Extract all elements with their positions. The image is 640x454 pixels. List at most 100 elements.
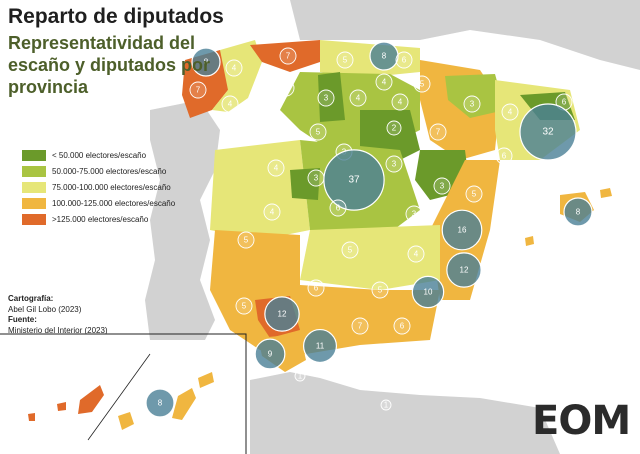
seat-bubble: 4	[267, 159, 285, 177]
seat-bubble-circle	[277, 79, 295, 97]
seat-bubble-label: 8	[382, 52, 387, 61]
seat-bubble-label: 12	[460, 266, 469, 275]
seat-bubble-label: 4	[508, 108, 513, 117]
region-extremadura	[210, 230, 300, 300]
seat-bubble: 6	[495, 147, 513, 165]
legend-label: 50.000-75.000 electores/escaño	[52, 166, 167, 176]
seat-bubble: 10	[411, 275, 445, 309]
seat-bubble: 12	[264, 296, 300, 332]
seat-bubble-circle	[336, 51, 354, 69]
seat-bubble-circle	[463, 95, 481, 113]
cartography-value: Abel Gil Lobo (2023)	[8, 304, 82, 314]
legend-item: 100.000-125.000 electores/escaño	[22, 196, 175, 210]
seat-bubble: 5	[237, 231, 255, 249]
seat-bubble-label: 8	[158, 399, 163, 408]
canary-islands-east	[118, 372, 214, 430]
seat-bubble-circle	[441, 209, 483, 251]
seat-bubble-label: 3	[440, 182, 445, 191]
legend-swatch	[22, 149, 46, 161]
seat-bubble-label: 5	[378, 286, 383, 295]
region-avila-dark	[290, 168, 320, 200]
france-land	[290, 0, 640, 70]
seat-bubble-circle	[237, 231, 255, 249]
seat-bubble-circle	[189, 81, 207, 99]
seat-bubble-circle	[275, 119, 293, 137]
seat-bubble-label: 5	[348, 246, 353, 255]
seat-bubble: 4	[225, 59, 243, 77]
seat-bubble: 4	[263, 203, 281, 221]
seat-bubble: 3	[385, 155, 403, 173]
canary-islands-west	[28, 385, 104, 421]
seat-bubble-label: 6	[336, 204, 341, 213]
seat-bubble-label: 5	[343, 56, 348, 65]
seat-bubble-circle	[351, 317, 369, 335]
seat-bubble: 5	[235, 297, 253, 315]
seat-bubble: 8	[191, 47, 221, 77]
credits: Cartografía: Abel Gil Lobo (2023) Fuente…	[8, 294, 108, 336]
seat-bubble-circle	[371, 281, 389, 299]
seat-bubble-circle	[309, 123, 327, 141]
legend-label: 75.000-100.000 electores/escaño	[52, 182, 171, 192]
seat-bubble-label: 9	[268, 350, 273, 359]
seat-bubble-label: 3	[282, 124, 287, 133]
canary-inset-divider	[87, 353, 151, 441]
seat-bubble-label: 7	[286, 52, 291, 61]
seat-bubble-label: 5	[420, 80, 425, 89]
seat-bubble-label: 16	[458, 226, 467, 235]
seat-bubbles: 8475867443444534632352764333733546316554…	[54, 41, 593, 418]
legend-swatch	[22, 165, 46, 177]
seat-bubble-circle	[386, 120, 402, 136]
seat-bubble-label: 7	[358, 322, 363, 331]
seat-bubble-label: 12	[278, 310, 287, 319]
seat-bubble-circle	[294, 370, 306, 382]
seat-bubble-circle	[349, 89, 367, 107]
region-west-center	[210, 140, 310, 240]
seat-bubble: 6	[393, 317, 411, 335]
seat-bubble-circle	[429, 123, 447, 141]
seat-bubble-circle	[307, 279, 325, 297]
seat-bubble-label: 4	[228, 100, 233, 109]
legend-swatch	[22, 181, 46, 193]
legend-swatch	[22, 213, 46, 225]
seat-bubble-label: 3	[392, 160, 397, 169]
seat-bubble: 2	[386, 120, 402, 136]
seat-bubble-circle	[145, 388, 175, 418]
seat-bubble-label: 6	[314, 284, 319, 293]
seat-bubble: 4	[391, 93, 409, 111]
seat-bubble-circle	[395, 51, 413, 69]
seat-bubble-label: 3	[314, 174, 319, 183]
seat-bubble-label: 4	[398, 98, 403, 107]
seat-bubble: 4	[407, 245, 425, 263]
seat-bubble: 3	[307, 169, 325, 187]
seat-bubble: 9	[254, 338, 286, 370]
seat-bubble: 3	[275, 119, 293, 137]
legend-item: 50.000-75.000 electores/escaño	[22, 164, 175, 178]
legend-item: 75.000-100.000 electores/escaño	[22, 180, 175, 194]
seat-bubble-label: 8	[204, 58, 209, 67]
seat-bubble: 11	[302, 328, 338, 364]
seat-bubble-circle	[221, 95, 239, 113]
seat-bubble-label: 4	[356, 94, 361, 103]
source-value: Ministerio del Interior (2023)	[8, 325, 108, 335]
seat-bubble-circle	[501, 103, 519, 121]
seat-bubble-label: 4	[270, 208, 275, 217]
seat-bubble: 7	[189, 81, 207, 99]
seat-bubble-label: 6	[402, 56, 407, 65]
seat-bubble-label: 5	[242, 302, 247, 311]
seat-bubble: 8	[369, 41, 399, 71]
seat-bubble-circle	[393, 317, 411, 335]
seat-bubble-circle	[341, 241, 359, 259]
portugal-land	[145, 100, 220, 340]
seat-bubble-circle	[264, 296, 300, 332]
seat-bubble: 7	[54, 377, 72, 395]
seat-bubble-circle	[465, 185, 483, 203]
seat-bubble-label: 4	[232, 64, 237, 73]
source-label: Fuente:	[8, 315, 37, 324]
seat-bubble: 3	[405, 205, 423, 223]
seat-bubble: 16	[441, 209, 483, 251]
seat-bubble: 4	[349, 89, 367, 107]
seat-bubble: 37	[323, 149, 385, 211]
seat-bubble: 4	[501, 103, 519, 121]
seat-bubble-label: 8	[576, 208, 581, 217]
